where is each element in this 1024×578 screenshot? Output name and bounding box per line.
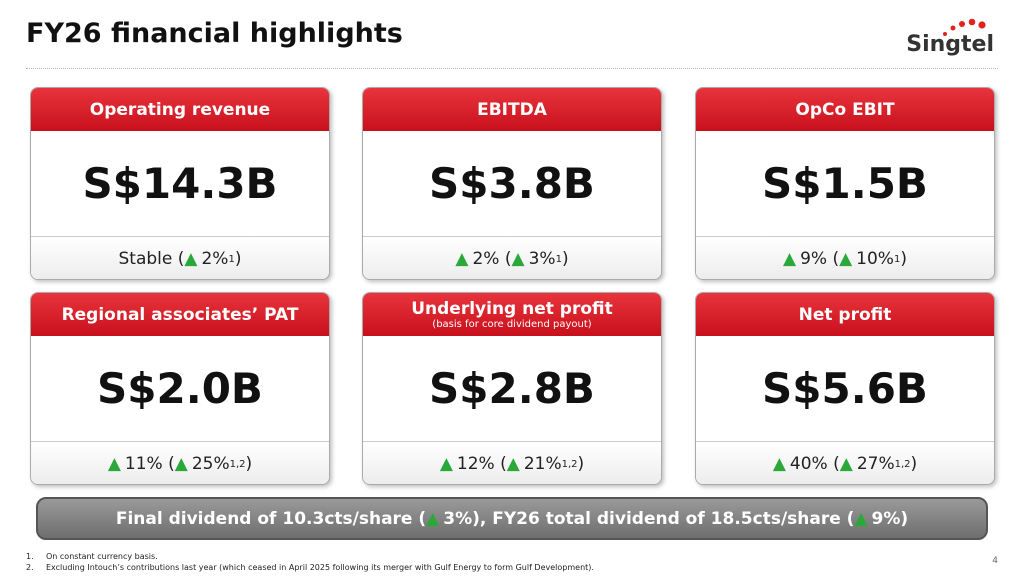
footnote: 2. Excluding Intouch’s contributions last… [26,562,594,573]
footnote-ref: 1,2 [229,458,246,470]
card-change: ▲ 12% (▲ 21% 1,2) [363,441,661,484]
footnote-ref: 1 [555,253,562,265]
card-change: ▲ 11% (▲ 25% 1,2) [31,441,329,484]
up-arrow: ▲ [511,249,525,269]
dividend-banner: Final dividend of 10.3cts/share (▲ 3%), F… [36,497,988,540]
card-subtitle: (basis for core dividend payout) [432,319,592,330]
page-number: 4 [992,556,998,566]
kpi-card: Regional associates’ PAT S$2.0B ▲ 11% (▲ 25%… [30,292,330,485]
up-arrow: ▲ [184,249,198,269]
kpi-card: OpCo EBIT S$1.5B ▲ 9% (▲ 10% 1) [695,87,995,280]
up-arrow: ▲ [506,454,520,474]
footnote-text: Excluding Intouch’s contributions last y… [46,563,594,572]
text: 11% ( [124,454,175,474]
card-header: EBITDA [363,88,661,131]
logo: Singtel [906,32,994,57]
logo-dots [943,18,986,36]
card-title: Net profit [798,304,892,325]
text: 25% [191,454,230,474]
text: 9%) [871,508,909,529]
text: ) [577,454,585,474]
card-change: Stable (▲ 2% 1) [31,236,329,279]
card-header: Regional associates’ PAT [31,293,329,336]
card-title: OpCo EBIT [795,99,895,120]
text: 12% ( [456,454,507,474]
footnote-number: 1. [26,552,34,561]
footnote-ref: 1 [228,253,235,265]
footnote-number: 2. [26,563,34,572]
card-value: S$1.5B [762,159,928,208]
card-title: Operating revenue [89,99,271,120]
card-title: Regional associates’ PAT [61,304,299,325]
text: Stable ( [118,249,185,269]
card-value: S$5.6B [762,364,928,413]
text: ) [234,249,242,269]
text: 40% ( [789,454,840,474]
kpi-card: Net profit S$5.6B ▲ 40% (▲ 27% 1,2) [695,292,995,485]
card-header: Operating revenue [31,88,329,131]
card-value: S$2.0B [97,364,263,413]
up-arrow: ▲ [772,454,786,474]
text: 2% [201,249,229,269]
text: 10% [856,249,894,269]
kpi-card: Underlying net profit (basis for core div… [362,292,662,485]
card-title: EBITDA [477,99,547,120]
text: ) [910,454,918,474]
footnote-ref: 1,2 [894,458,911,470]
kpi-card: EBITDA S$3.8B ▲ 2% (▲ 3% 1) [362,87,662,280]
up-arrow: ▲ [783,249,797,269]
card-change: ▲ 2% (▲ 3% 1) [363,236,661,279]
card-value: S$14.3B [82,159,278,208]
up-arrow: ▲ [854,508,868,529]
footnote-ref: 1 [893,253,901,265]
footnote-text: On constant currency basis. [46,552,158,561]
card-change: ▲ 40% (▲ 27% 1,2) [696,441,994,484]
card-title: Underlying net profit [411,299,613,319]
up-arrow: ▲ [839,454,853,474]
kpi-card: Operating revenue S$14.3B Stable (▲ 2% 1) [30,87,330,280]
footnote: 1. On constant currency basis. [26,551,594,562]
card-value: S$2.8B [429,364,595,413]
card-header: Net profit [696,293,994,336]
card-change: ▲ 9% (▲ 10% 1) [696,236,994,279]
title: FY26 financial highlights [26,18,403,49]
up-arrow: ▲ [174,454,188,474]
up-arrow: ▲ [426,508,440,529]
up-arrow: ▲ [455,249,469,269]
up-arrow: ▲ [839,249,853,269]
text: 9% ( [800,249,840,269]
up-arrow: ▲ [439,454,453,474]
text: ) [900,249,907,269]
card-header: OpCo EBIT [696,88,994,131]
text: ) [561,249,569,269]
footnotes: 1. On constant currency basis. 2. Excluding… [26,551,594,573]
up-arrow: ▲ [107,454,121,474]
text: 21% [523,454,562,474]
text: 3%), FY26 total dividend of 18.5cts/shar… [443,508,855,529]
text: 27% [856,454,895,474]
text: 3% [528,249,556,269]
card-header: Underlying net profit (basis for core div… [363,293,661,336]
text: ) [245,454,253,474]
card-value: S$3.8B [429,159,595,208]
text: Final dividend of 10.3cts/share ( [115,508,427,529]
divider [26,68,998,69]
footnote-ref: 1,2 [561,458,578,470]
text: 2% ( [472,249,512,269]
